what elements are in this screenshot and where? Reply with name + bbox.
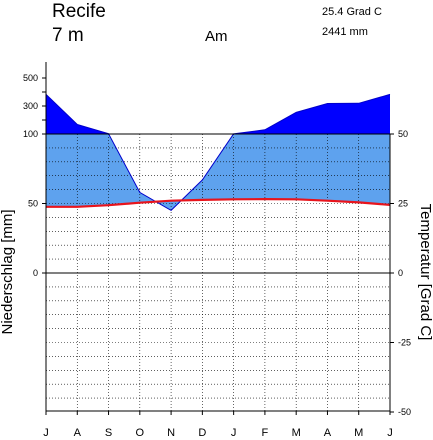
y-tick-label-upper: 500 [23,73,38,83]
month-label: M [354,427,363,439]
month-label: N [167,427,175,439]
y-tick-label-upper: 300 [23,101,38,111]
temp-tick-label: 25 [398,199,408,209]
month-label: F [262,427,269,439]
station-elevation: 7 m [52,25,84,46]
perhumid-area [46,94,390,134]
month-label: O [136,427,145,439]
month-label: D [198,427,206,439]
temp-tick-label: -50 [398,407,411,417]
y-tick-label-lower: 0 [33,268,38,278]
station-name: Recife [52,1,106,22]
temp-tick-label: 50 [398,129,408,139]
temp-tick-label: 0 [398,268,403,278]
month-label: A [74,427,82,439]
y-tick-label-upper: 100 [23,129,38,139]
month-label: J [231,427,237,439]
y-axis-label-temperature: Temperatur [Grad C] [417,204,433,341]
y-tick-label-lower: 50 [28,199,38,209]
month-label: J [387,427,393,439]
month-label: M [292,427,301,439]
precipitation-line [45,93,391,212]
month-label: J [43,427,49,439]
annual-precipitation: 2441 mm [322,26,368,38]
y-axis-label-precipitation: Niederschlag [mm] [0,209,16,334]
temperature-line [46,197,391,208]
month-label: S [105,427,112,439]
temp-tick-label: -25 [398,338,411,348]
month-label: A [324,427,332,439]
humid-area [46,134,390,211]
climate-class: Am [205,28,228,45]
mean-temperature: 25.4 Grad C [322,6,382,18]
